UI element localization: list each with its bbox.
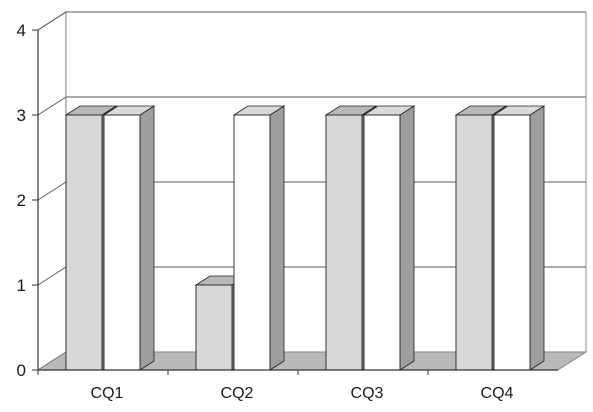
bar-front <box>455 114 493 371</box>
ytick-label-4: 4 <box>17 21 26 40</box>
bar-front <box>65 114 103 371</box>
bar-side <box>399 105 415 371</box>
bar-side <box>139 105 155 371</box>
bar-front <box>233 114 271 371</box>
bar-CQ1-s2 <box>102 105 156 371</box>
bar-front <box>363 114 401 371</box>
gridline-4 <box>37 11 586 31</box>
ytick-label-2: 2 <box>17 191 26 210</box>
bar-front <box>493 114 531 371</box>
bar-front <box>195 284 233 371</box>
bar-side <box>269 105 285 371</box>
bar-front <box>325 114 363 371</box>
xtick-label-CQ2: CQ2 <box>221 385 254 402</box>
gridline-3 <box>37 96 586 116</box>
ytick-label-1: 1 <box>17 276 26 295</box>
bar-CQ3-s2 <box>362 105 416 371</box>
bar-CQ2-s2 <box>232 105 286 371</box>
bar-front <box>103 114 141 371</box>
xtick-label-CQ4: CQ4 <box>481 385 514 402</box>
xtick-label-CQ1: CQ1 <box>91 385 124 402</box>
bar-side <box>529 105 545 371</box>
x-axis-ticks: CQ1 CQ2 CQ3 CQ4 <box>37 369 558 402</box>
y-axis-ticks: 0 1 2 3 4 <box>17 21 39 380</box>
ytick-label-3: 3 <box>17 106 26 125</box>
bars <box>64 105 546 371</box>
ytick-label-0: 0 <box>17 361 26 380</box>
xtick-label-CQ3: CQ3 <box>351 385 384 402</box>
bar-CQ4-s2 <box>492 105 546 371</box>
